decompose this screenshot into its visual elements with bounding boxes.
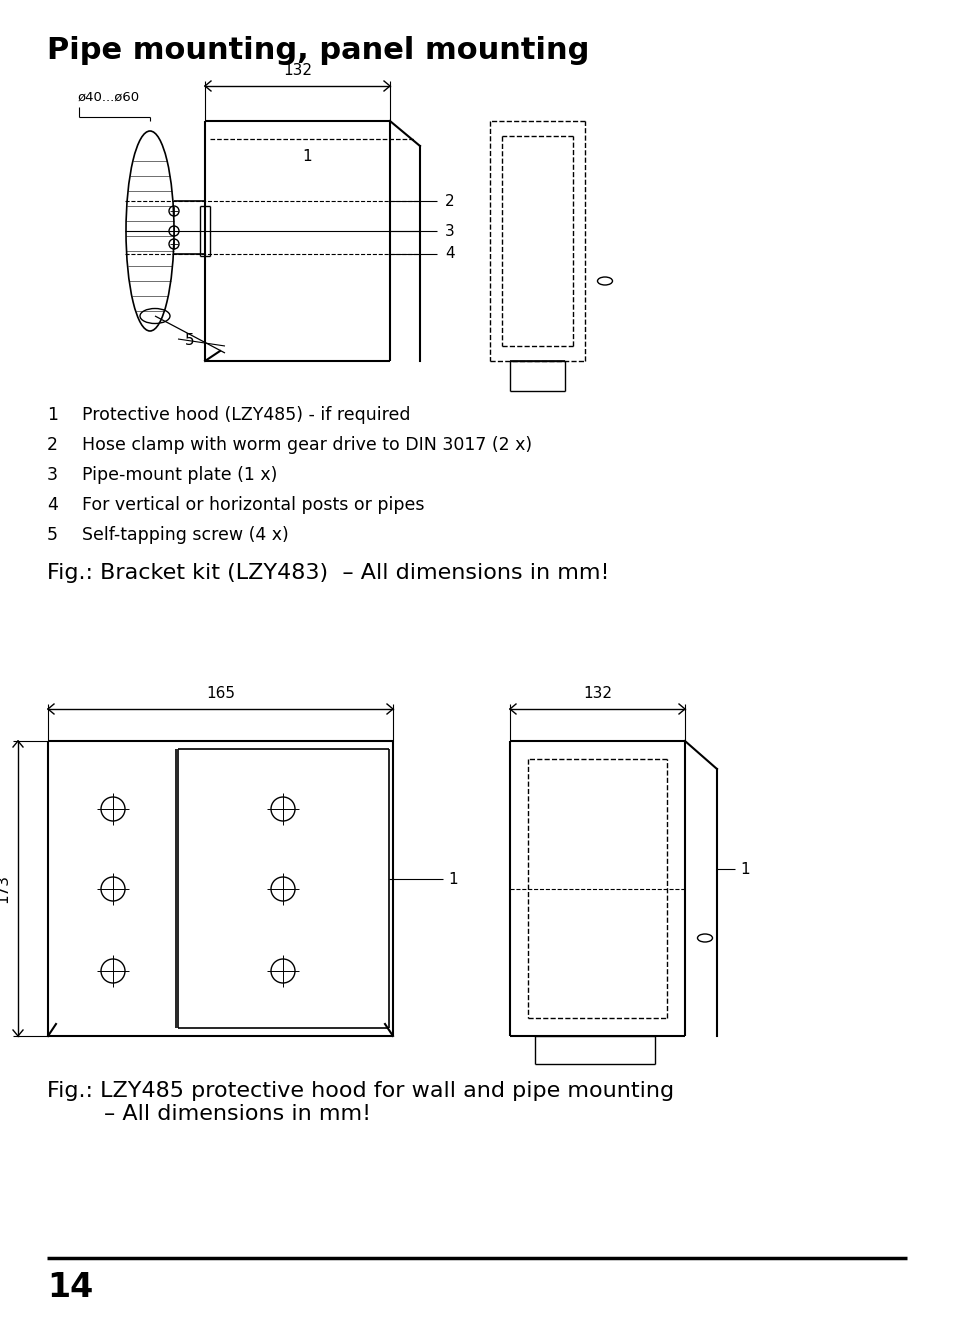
Text: 1: 1 <box>448 871 457 887</box>
Text: 1: 1 <box>302 150 312 164</box>
Text: 4: 4 <box>47 496 58 514</box>
Text: 173: 173 <box>0 874 10 903</box>
Text: 132: 132 <box>582 685 612 701</box>
Text: 3: 3 <box>47 466 58 484</box>
Text: Hose clamp with worm gear drive to DIN 3017 (2 x): Hose clamp with worm gear drive to DIN 3… <box>82 436 532 454</box>
Text: 2: 2 <box>47 436 58 454</box>
Text: Protective hood (LZY485) - if required: Protective hood (LZY485) - if required <box>82 406 410 424</box>
Text: ø40...ø60: ø40...ø60 <box>78 91 140 104</box>
Text: Self-tapping screw (4 x): Self-tapping screw (4 x) <box>82 526 289 544</box>
Text: 132: 132 <box>283 63 312 77</box>
Text: 14: 14 <box>47 1271 93 1304</box>
Text: Fig.: LZY485 protective hood for wall and pipe mounting
        – All dimensions: Fig.: LZY485 protective hood for wall an… <box>47 1081 674 1124</box>
Text: 5: 5 <box>185 334 194 349</box>
Text: For vertical or horizontal posts or pipes: For vertical or horizontal posts or pipe… <box>82 496 424 514</box>
Text: 4: 4 <box>444 247 455 262</box>
Text: 165: 165 <box>206 685 234 701</box>
Text: 1: 1 <box>47 406 58 424</box>
Text: Pipe-mount plate (1 x): Pipe-mount plate (1 x) <box>82 466 277 484</box>
Text: 1: 1 <box>740 862 749 876</box>
Text: 2: 2 <box>444 194 455 208</box>
Text: 3: 3 <box>444 223 455 239</box>
Text: 5: 5 <box>47 526 58 544</box>
Text: Pipe mounting, panel mounting: Pipe mounting, panel mounting <box>47 36 589 65</box>
Text: Fig.: Bracket kit (LZY483)  – All dimensions in mm!: Fig.: Bracket kit (LZY483) – All dimensi… <box>47 562 609 582</box>
